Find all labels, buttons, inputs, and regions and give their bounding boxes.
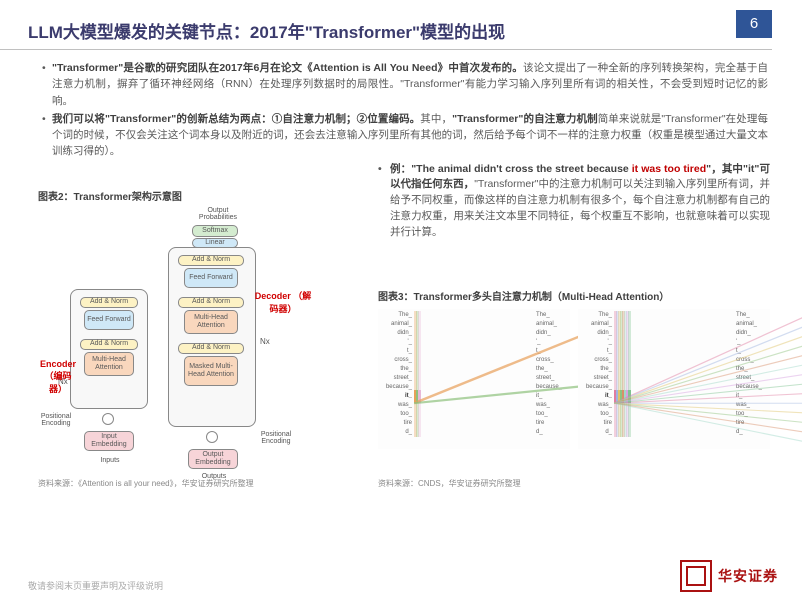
posenc-l: Positional Encoding [36, 413, 76, 427]
figure-3: 图表3：Transformer多头自注意力机制（Multi-Head Atten… [378, 288, 770, 449]
logo-text: 华安证券 [718, 566, 778, 586]
enc-pos-sum [102, 413, 114, 425]
footer-disclaimer: 敬请参阅末页重要声明及评级说明 [28, 579, 163, 592]
logo-icon [680, 560, 712, 592]
dec-mha: Multi-Head Attention [184, 310, 238, 334]
enc-mha: Multi-Head Attention [84, 352, 134, 376]
dec-mmha: Masked Multi-Head Attention [184, 356, 238, 386]
brand-logo: 华安证券 [680, 560, 778, 592]
encoder-label: Encoder （编码器） [38, 359, 78, 395]
enc-ff: Feed Forward [84, 310, 134, 330]
paragraph-1: "Transformer"是谷歌的研究团队在2017年6月在论文《Attenti… [42, 60, 768, 109]
posenc-r: Positional Encoding [256, 431, 296, 445]
page-number-badge: 6 [736, 10, 772, 38]
dec-pos-sum [206, 431, 218, 443]
in-embed: Input Embedding [84, 431, 134, 451]
fig3-caption: 图表3：Transformer多头自注意力机制（Multi-Head Atten… [378, 288, 770, 303]
dec-addnorm-2: Add & Norm [178, 297, 244, 308]
body-paragraphs: "Transformer"是谷歌的研究团队在2017年6月在论文《Attenti… [0, 50, 802, 166]
page-title: LLM大模型爆发的关键节点：2017年"Transformer"模型的出现 [28, 18, 772, 43]
ex-red: it was too tired [632, 163, 706, 175]
decoder-label: Decoder （解码器） [253, 289, 313, 315]
fig2-source: 资料来源：《Attention is all your need》，华安证券研究… [38, 478, 254, 489]
p2-bold-c: "Transformer"的自注意力机制 [452, 113, 598, 125]
out-prob-label: Output Probabilities [188, 207, 248, 221]
fig3-source: 资料来源：CNDS，华安证券研究所整理 [378, 478, 521, 489]
attention-visualization: The_animal_didn_'_t_cross_the_street_bec… [378, 309, 770, 449]
out-embed: Output Embedding [188, 449, 238, 469]
softmax-block: Softmax [192, 225, 238, 237]
nx-right: Nx [260, 337, 270, 346]
dec-ff: Feed Forward [184, 268, 238, 288]
dec-addnorm-1: Add & Norm [178, 255, 244, 266]
fig2-caption: 图表2：Transformer架构示意图 [38, 188, 358, 203]
enc-addnorm-2: Add & Norm [80, 339, 138, 350]
transformer-diagram: Output Probabilities Softmax Linear Add … [38, 209, 318, 469]
p2-mid: 其中， [420, 113, 452, 125]
p1-bold: "Transformer"是谷歌的研究团队在2017年6月在论文《Attenti… [52, 62, 523, 74]
attention-panel: The_animal_didn_'_t_cross_the_street_bec… [378, 309, 570, 449]
dec-addnorm-3: Add & Norm [178, 343, 244, 354]
paragraph-2: 我们可以将"Transformer"的创新总结为两点：①自注意力机制；②位置编码… [42, 111, 768, 160]
ex-lead: 例："The animal didn't cross the street be… [390, 163, 632, 175]
enc-addnorm-1: Add & Norm [80, 297, 138, 308]
inputs-label: Inputs [90, 457, 130, 464]
example-text: 例："The animal didn't cross the street be… [378, 162, 770, 241]
figure-2: 图表2：Transformer架构示意图 Output Probabilitie… [38, 188, 358, 469]
p2-bold-a: 我们可以将"Transformer"的创新总结为两点：①自注意力机制；②位置编码… [52, 113, 420, 125]
attention-panel: The_animal_didn_'_t_cross_the_street_bec… [578, 309, 770, 449]
